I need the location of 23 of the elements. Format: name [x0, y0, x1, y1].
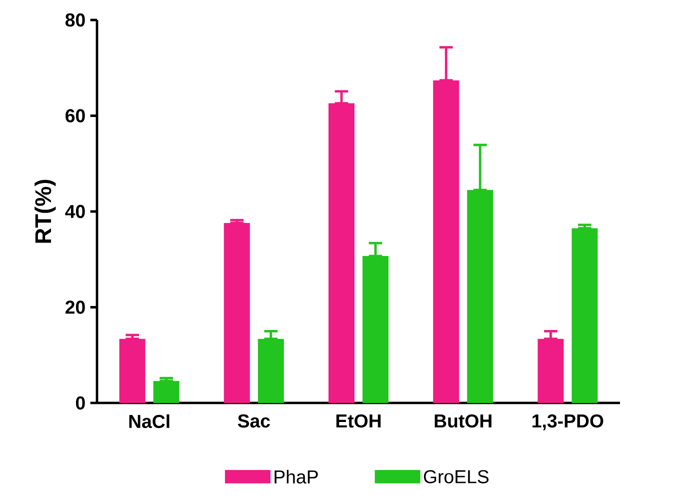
y-axis-title: RT(%) [34, 180, 56, 243]
bar [153, 380, 180, 403]
y-tick-label: 0 [76, 396, 85, 410]
y-tick-label: 20 [66, 300, 85, 314]
y-tick-label: 40 [65, 204, 85, 218]
bar [572, 228, 598, 403]
bar [362, 256, 388, 403]
legend-label: PhaP [274, 470, 318, 484]
y-tick-label: 80 [65, 13, 85, 27]
x-tick-label: NaCl [129, 414, 170, 428]
y-tick-label: 60 [66, 109, 85, 122]
x-tick-label: Sac [238, 414, 270, 428]
x-tick-label: 1,3-PDO [532, 414, 604, 430]
bar [258, 338, 284, 403]
x-tick-label: ButOH [434, 414, 492, 428]
bar [224, 222, 250, 403]
bar [119, 338, 146, 403]
bar [538, 338, 564, 403]
bar [328, 103, 355, 403]
legend-label: GroELS [424, 470, 489, 484]
bar [433, 80, 460, 403]
x-tick-label: EtOH [336, 414, 381, 428]
bar [467, 190, 494, 403]
